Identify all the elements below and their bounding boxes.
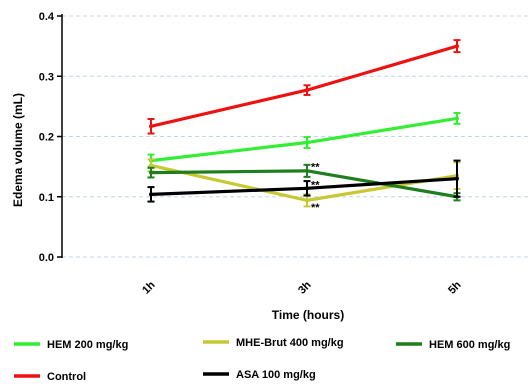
data-point xyxy=(149,170,153,175)
series-control xyxy=(147,39,461,135)
series-hem-200-mg-kg xyxy=(147,112,461,168)
y-axis: 0.0 0.1 0.2 0.3 0.4 xyxy=(39,11,63,264)
y-tick-label: 0.0 xyxy=(39,252,54,264)
legend-label: MHE-Brut 400 mg/kg xyxy=(236,337,344,349)
data-point xyxy=(455,176,459,181)
significance-annotation: ** xyxy=(311,202,320,214)
legend-item: HEM 200 mg/kg xyxy=(14,339,128,351)
significance-annotation: ** xyxy=(311,162,320,174)
data-point xyxy=(305,168,309,173)
data-point xyxy=(149,124,153,129)
legend-item: ASA 100 mg/kg xyxy=(203,369,316,381)
data-point xyxy=(305,88,309,93)
data-point xyxy=(455,44,459,49)
legend-item: Control xyxy=(14,371,86,383)
x-tick-label: 5h xyxy=(446,279,464,297)
legend-label: HEM 600 mg/kg xyxy=(429,339,510,351)
y-tick-label: 0.1 xyxy=(39,192,54,204)
series-line xyxy=(150,116,458,163)
data-point xyxy=(305,186,309,191)
data-point xyxy=(305,198,309,203)
legend-label: HEM 200 mg/kg xyxy=(47,339,128,351)
series-asa-100-mg-kg xyxy=(147,159,461,203)
y-axis-title: Edema volume (mL) xyxy=(11,93,25,207)
legend: HEM 200 mg/kg MHE-Brut 400 mg/kg HEM 600 m… xyxy=(14,337,510,383)
legend-label: Control xyxy=(47,371,86,383)
data-point xyxy=(149,192,153,197)
legend-label: ASA 100 mg/kg xyxy=(236,369,316,381)
data-point xyxy=(149,163,153,168)
y-tick-label: 0.4 xyxy=(39,11,55,23)
data-point xyxy=(455,116,459,121)
data-point xyxy=(305,140,309,145)
y-tick-label: 0.3 xyxy=(39,71,54,83)
x-axis-title: Time (hours) xyxy=(272,308,344,322)
x-tick-label: 3h xyxy=(296,279,314,297)
series-group xyxy=(147,39,461,208)
legend-item: HEM 600 mg/kg xyxy=(396,339,510,351)
legend-item: MHE-Brut 400 mg/kg xyxy=(203,337,344,349)
significance-annotation: ** xyxy=(311,180,320,192)
x-axis: 1h 3h 5h xyxy=(140,279,464,297)
y-tick-label: 0.2 xyxy=(39,132,54,144)
x-tick-label: 1h xyxy=(140,279,158,297)
annotations: ** ** ** xyxy=(311,162,320,214)
